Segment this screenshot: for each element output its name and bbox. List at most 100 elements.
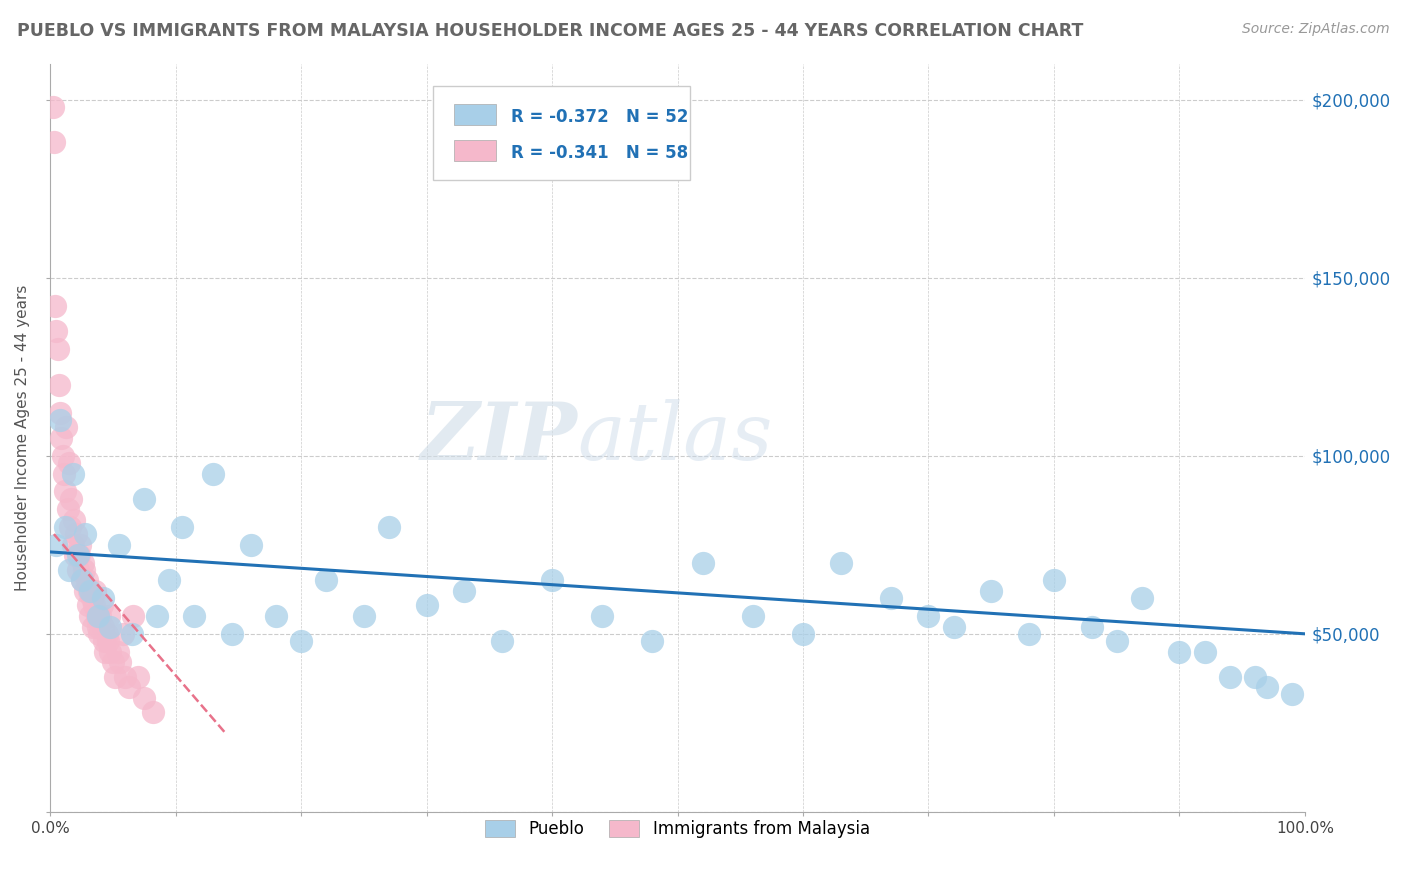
Point [52,449,75,463]
Point [89,609,111,624]
Point [66,549,89,563]
Point [65,549,87,563]
Point [62,538,84,552]
Point [96,627,118,641]
Point [110,656,132,670]
Point [415,599,437,613]
Point [591,609,613,624]
Text: R = -0.341   N = 58: R = -0.341 N = 58 [512,144,689,162]
Point [53,520,76,534]
Y-axis label: Householder Income Ages 25 - 44 years: Householder Income Ages 25 - 44 years [15,285,30,591]
Point [58,456,80,470]
Point [98,645,121,659]
Point [1043,574,1066,588]
Point [49,406,72,420]
Point [87,609,110,624]
Point [65,527,87,541]
Point [127,669,149,683]
Point [41,100,63,114]
Point [45,324,67,338]
Point [45,538,67,552]
FancyBboxPatch shape [433,87,690,180]
Point [67,549,90,563]
Point [101,656,124,670]
Point [73,563,96,577]
Point [315,574,337,588]
Point [70,574,93,588]
Point [79,584,101,599]
Point [134,690,156,705]
Point [49,413,72,427]
Point [202,467,225,481]
Point [53,484,76,499]
Point [142,705,165,719]
Point [77,584,100,599]
Point [86,609,108,624]
Point [62,467,84,481]
Point [104,669,127,683]
Point [87,620,110,634]
Point [87,627,110,641]
Point [90,599,112,613]
Point [98,609,121,624]
Point [917,609,939,624]
FancyBboxPatch shape [454,140,496,161]
Point [94,645,117,659]
Point [42,136,65,150]
Point [453,584,475,599]
Point [51,431,73,445]
Point [1105,634,1128,648]
Point [93,634,115,648]
Point [60,491,83,506]
Point [111,627,134,641]
Point [692,556,714,570]
Point [491,634,513,648]
Point [264,609,287,624]
Point [157,574,180,588]
Point [75,584,97,599]
Point [44,299,66,313]
Point [980,584,1002,599]
Point [378,520,401,534]
Point [239,538,262,552]
Point [84,584,107,599]
Point [121,627,143,641]
Point [55,420,77,434]
Point [1018,627,1040,641]
Point [1281,687,1303,701]
Point [82,620,104,634]
Point [75,527,97,541]
Point [1080,620,1102,634]
Point [52,467,75,481]
Point [56,502,79,516]
Point [97,634,120,648]
Point [114,669,136,683]
Point [221,627,243,641]
Point [170,520,193,534]
Point [48,377,70,392]
Text: atlas: atlas [576,400,772,476]
Point [183,609,205,624]
Point [108,538,131,552]
Text: ZIP: ZIP [420,400,576,476]
Text: PUEBLO VS IMMIGRANTS FROM MALAYSIA HOUSEHOLDER INCOME AGES 25 - 44 YEARS CORRELA: PUEBLO VS IMMIGRANTS FROM MALAYSIA HOUSE… [17,22,1083,40]
Point [46,342,69,356]
Point [63,513,86,527]
Point [79,609,101,624]
Point [59,520,82,534]
Point [69,538,91,552]
Point [72,556,94,570]
Point [741,609,763,624]
Point [830,556,852,570]
Point [118,680,141,694]
Point [107,645,129,659]
Point [91,591,114,606]
Point [83,599,105,613]
Point [66,563,89,577]
Legend: Pueblo, Immigrants from Malaysia: Pueblo, Immigrants from Malaysia [478,814,876,845]
Point [1194,645,1216,659]
Point [942,620,965,634]
Point [1256,680,1278,694]
Point [1243,669,1265,683]
Point [1219,669,1241,683]
